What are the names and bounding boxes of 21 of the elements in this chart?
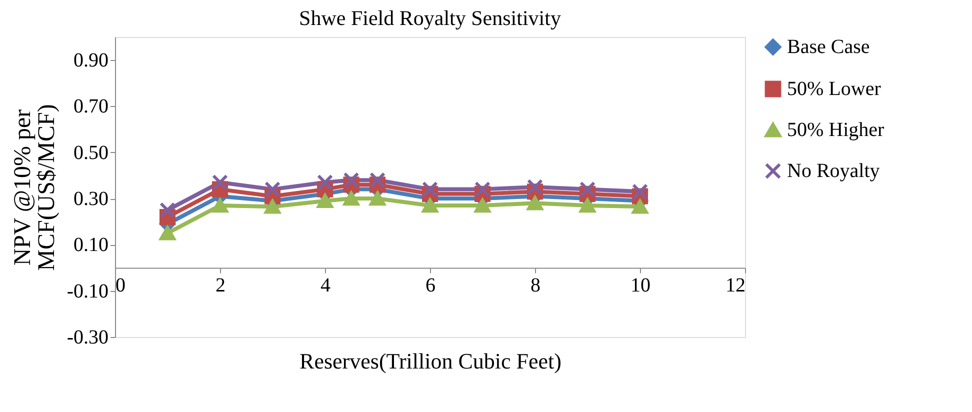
y-tick-label: 0.90 xyxy=(74,50,108,72)
legend-label: No Royalty xyxy=(787,160,880,182)
x-tick-label: 0 xyxy=(116,274,126,296)
y-tick-label: -0.10 xyxy=(66,280,108,302)
chart-title: Shwe Field Royalty Sensitivity xyxy=(299,6,562,30)
x-tick-label: 4 xyxy=(320,274,330,296)
x-tick-label: 10 xyxy=(630,274,650,296)
y-tick-label: 0.10 xyxy=(74,234,108,256)
y-tick-label: 0.50 xyxy=(74,142,108,164)
y-tick-label: -0.30 xyxy=(66,326,108,348)
x-tick-label: 2 xyxy=(216,274,226,296)
legend-label: 50% Lower xyxy=(787,78,882,100)
x-tick-label: 8 xyxy=(530,274,540,296)
x-axis-title: Reserves(Trillion Cubic Feet) xyxy=(300,348,562,374)
x-tick-label: 12 xyxy=(726,274,746,296)
x-tick-label: 6 xyxy=(426,274,436,296)
legend-label: 50% Higher xyxy=(787,119,885,141)
y-tick-label: 0.30 xyxy=(74,188,108,210)
legend-label: Base Case xyxy=(787,36,870,58)
y-tick-label: 0.70 xyxy=(74,96,108,118)
y-axis-title: NPV @10% per MCF(US$/MCF) xyxy=(10,104,60,271)
